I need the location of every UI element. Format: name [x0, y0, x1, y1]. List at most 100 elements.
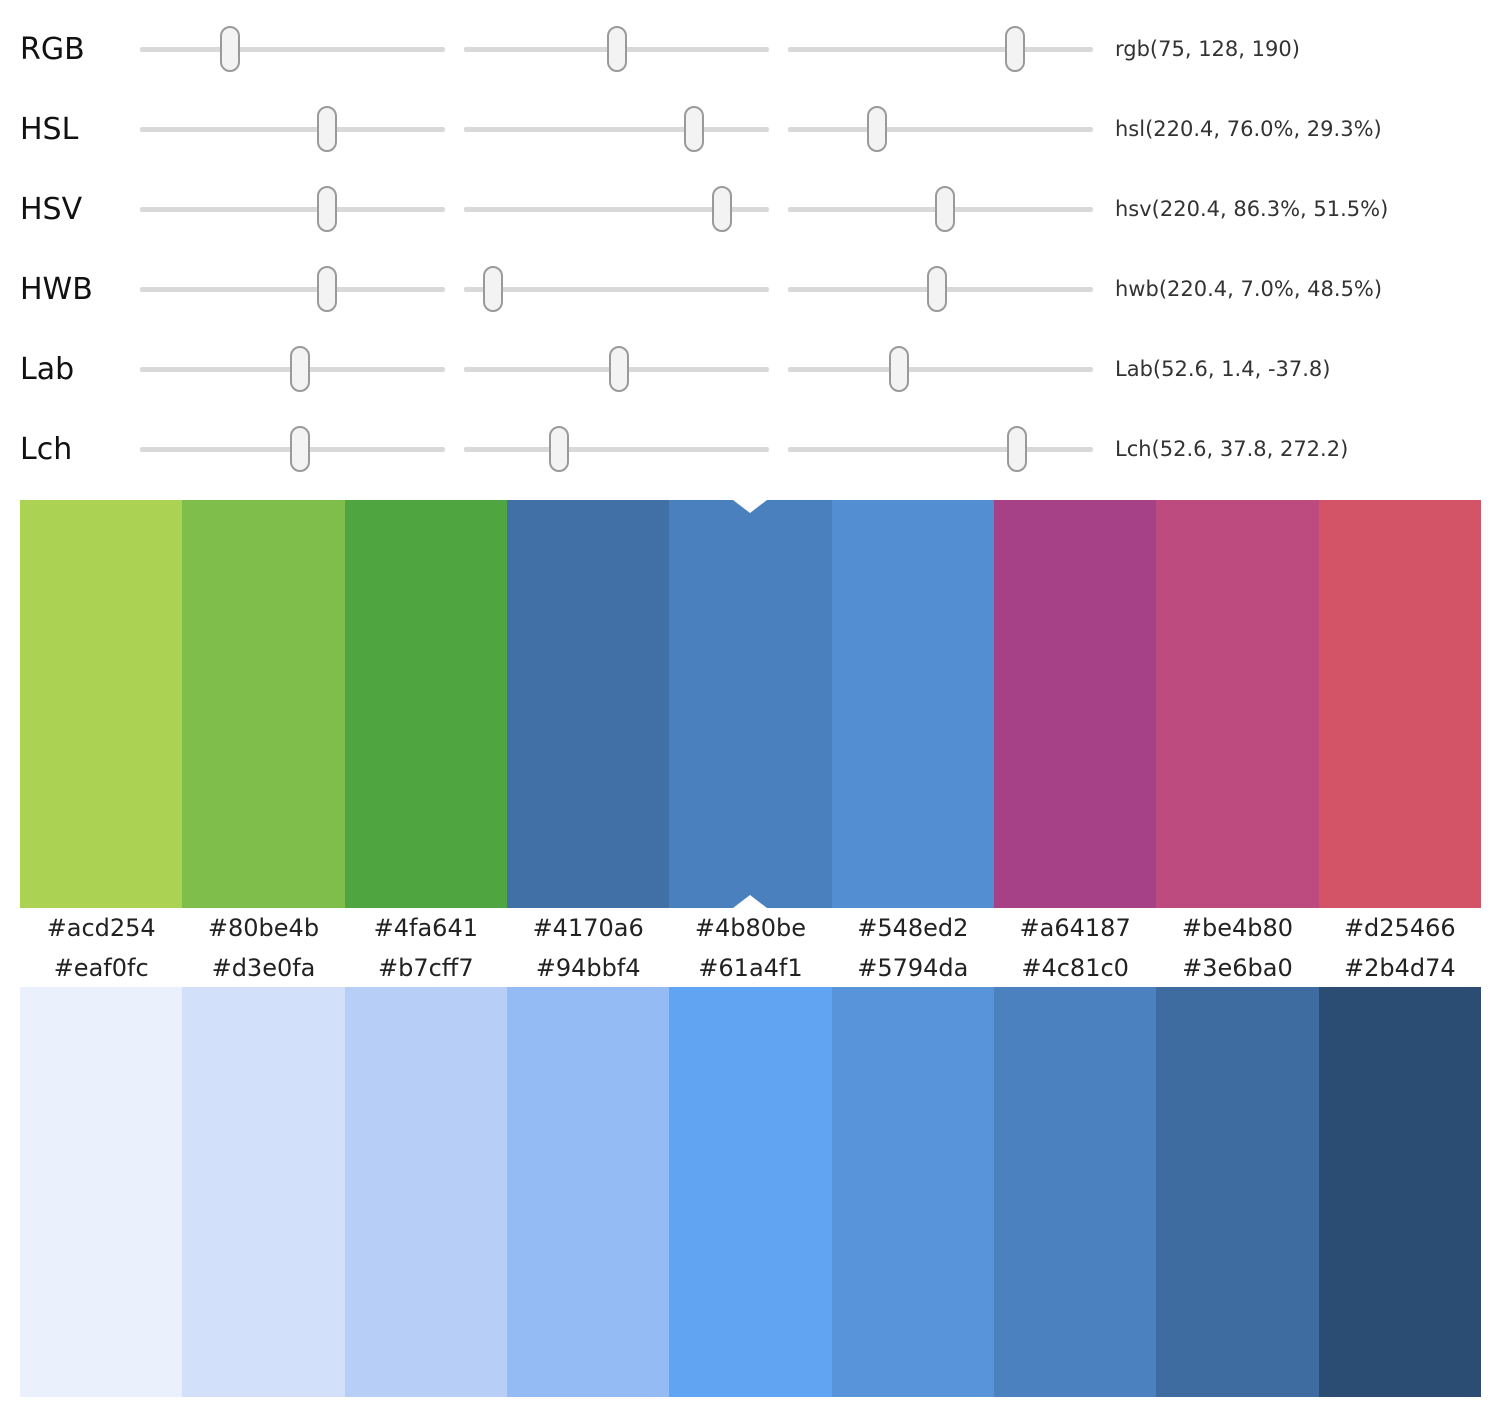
hex-label: #be4b80 [1181, 914, 1294, 942]
channel-slider-1[interactable] [140, 104, 445, 154]
slider-row-hwb: HWB hwb(220.4, 7.0%, 48.5%) [0, 249, 1501, 329]
hex-label: #5794da [857, 953, 969, 982]
hex-label: #3e6ba0 [1182, 953, 1293, 982]
slider-thumb[interactable] [1005, 26, 1026, 72]
slider-thumb[interactable] [684, 106, 705, 152]
slider-track [140, 46, 445, 52]
color-value-text: Lch(52.6, 37.8, 272.2) [1115, 437, 1349, 461]
hex-label: #acd254 [46, 914, 156, 942]
palette-swatch[interactable] [1318, 500, 1481, 908]
channel-slider-3[interactable] [788, 104, 1093, 154]
palette-shades [20, 987, 1481, 1397]
slider-track [464, 286, 769, 292]
palette-scale-hex-row: #acd254 #80be4b #4fa641 #4170a6 #4b80be #548e… [20, 908, 1481, 948]
hex-label: #d3e0fa [211, 953, 316, 982]
palette-swatch[interactable] [182, 987, 345, 1397]
channel-slider-3[interactable] [788, 424, 1093, 474]
slider-thumb[interactable] [316, 106, 337, 152]
slider-track [140, 206, 445, 212]
slider-thumb[interactable] [316, 266, 337, 312]
palette-swatch[interactable] [1156, 987, 1319, 1397]
colorspace-label: RGB [20, 31, 85, 67]
slider-track [788, 446, 1093, 452]
colorspace-label: HSV [20, 191, 83, 227]
palette-swatch[interactable] [669, 987, 832, 1397]
channel-slider-3[interactable] [788, 184, 1093, 234]
hex-label: #eaf0fc [53, 953, 149, 982]
hex-label: #a64187 [1019, 914, 1131, 942]
colorspace-sliders-section: RGB rgb(75, 128, 190) HSL hsl(220.4, 76.0%,… [0, 0, 1501, 489]
slider-thumb[interactable] [926, 266, 947, 312]
hex-label: #4b80be [694, 914, 807, 942]
palette-swatch[interactable] [669, 500, 832, 908]
channel-slider-3[interactable] [788, 344, 1093, 394]
channel-slider-2[interactable] [464, 24, 769, 74]
slider-track [464, 126, 769, 132]
slider-track [788, 366, 1093, 372]
slider-thumb[interactable] [482, 266, 503, 312]
palette-swatch[interactable] [1318, 987, 1481, 1397]
channel-slider-1[interactable] [140, 184, 445, 234]
slider-track [788, 126, 1093, 132]
slider-thumb[interactable] [548, 426, 569, 472]
slider-thumb[interactable] [935, 186, 956, 232]
hex-label: #61a4f1 [698, 953, 803, 982]
palette-swatch[interactable] [20, 500, 183, 908]
palette-swatch[interactable] [344, 500, 507, 908]
channel-slider-2[interactable] [464, 344, 769, 394]
color-value-text: hsl(220.4, 76.0%, 29.3%) [1115, 117, 1382, 141]
slider-thumb[interactable] [888, 346, 909, 392]
channel-slider-3[interactable] [788, 264, 1093, 314]
palette-swatch[interactable] [1156, 500, 1319, 908]
slider-row-lab: Lab Lab(52.6, 1.4, -37.8) [0, 329, 1501, 409]
channel-slider-3[interactable] [788, 24, 1093, 74]
channel-slider-2[interactable] [464, 184, 769, 234]
slider-thumb[interactable] [608, 346, 629, 392]
slider-thumb[interactable] [290, 426, 311, 472]
channel-slider-1[interactable] [140, 24, 445, 74]
color-value-text: Lab(52.6, 1.4, -37.8) [1115, 357, 1331, 381]
color-value-text: hwb(220.4, 7.0%, 48.5%) [1115, 277, 1383, 301]
slider-track [464, 206, 769, 212]
palette-swatch[interactable] [506, 500, 670, 908]
slider-thumb[interactable] [316, 186, 337, 232]
color-value-text: hsv(220.4, 86.3%, 51.5%) [1115, 197, 1389, 221]
palette-shades-hex-row: #eaf0fc #d3e0fa #b7cff7 #94bbf4 #61a4f1 #5794… [20, 948, 1481, 987]
slider-thumb[interactable] [219, 26, 240, 72]
palette-swatch[interactable] [831, 987, 994, 1397]
palette-scale [20, 500, 1481, 908]
slider-track [788, 46, 1093, 52]
palette-swatch[interactable] [831, 500, 994, 908]
slider-thumb[interactable] [711, 186, 732, 232]
colorspace-label: HSL [20, 111, 79, 147]
palette-swatch[interactable] [993, 500, 1157, 908]
hex-label: #b7cff7 [378, 953, 474, 982]
palette-swatch[interactable] [993, 987, 1157, 1397]
slider-thumb[interactable] [607, 26, 628, 72]
colorspace-label: Lab [20, 351, 75, 387]
channel-slider-2[interactable] [464, 264, 769, 314]
colorspace-label: Lch [20, 431, 73, 467]
channel-slider-2[interactable] [464, 424, 769, 474]
palette-swatch[interactable] [20, 987, 183, 1397]
palette-swatch[interactable] [506, 987, 670, 1397]
slider-thumb[interactable] [290, 346, 311, 392]
slider-thumb[interactable] [1006, 426, 1027, 472]
palette-swatch[interactable] [182, 500, 345, 908]
channel-slider-1[interactable] [140, 344, 445, 394]
channel-slider-2[interactable] [464, 104, 769, 154]
slider-thumb[interactable] [867, 106, 888, 152]
hex-label: #94bbf4 [535, 953, 641, 982]
hex-label: #80be4b [207, 914, 320, 942]
slider-track [140, 126, 445, 132]
channel-slider-1[interactable] [140, 264, 445, 314]
slider-row-hsl: HSL hsl(220.4, 76.0%, 29.3%) [0, 89, 1501, 169]
channel-slider-1[interactable] [140, 424, 445, 474]
hex-label: #2b4d74 [1343, 953, 1456, 982]
hex-label: #4170a6 [532, 914, 644, 942]
hex-label: #4fa641 [373, 914, 478, 942]
selected-swatch-notch-bottom-icon [733, 895, 768, 908]
palette-swatch[interactable] [344, 987, 507, 1397]
slider-row-rgb: RGB rgb(75, 128, 190) [0, 9, 1501, 89]
slider-row-hsv: HSV hsv(220.4, 86.3%, 51.5%) [0, 169, 1501, 249]
